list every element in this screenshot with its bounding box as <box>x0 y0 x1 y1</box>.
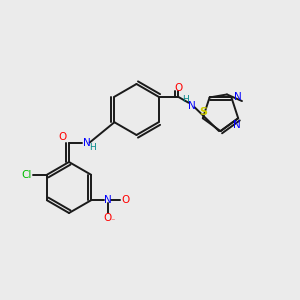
Text: N: N <box>188 101 196 111</box>
Text: O: O <box>122 195 130 205</box>
Text: Cl: Cl <box>22 170 32 180</box>
Text: O: O <box>103 213 112 223</box>
Text: N: N <box>234 92 242 103</box>
Text: N: N <box>233 120 241 130</box>
Text: S: S <box>199 106 207 117</box>
Text: ⁻: ⁻ <box>111 217 115 226</box>
Text: O: O <box>58 132 67 142</box>
Text: O: O <box>174 83 182 93</box>
Text: N: N <box>104 195 112 205</box>
Text: H: H <box>90 143 96 152</box>
Text: N: N <box>83 137 91 148</box>
Text: H: H <box>182 95 189 104</box>
